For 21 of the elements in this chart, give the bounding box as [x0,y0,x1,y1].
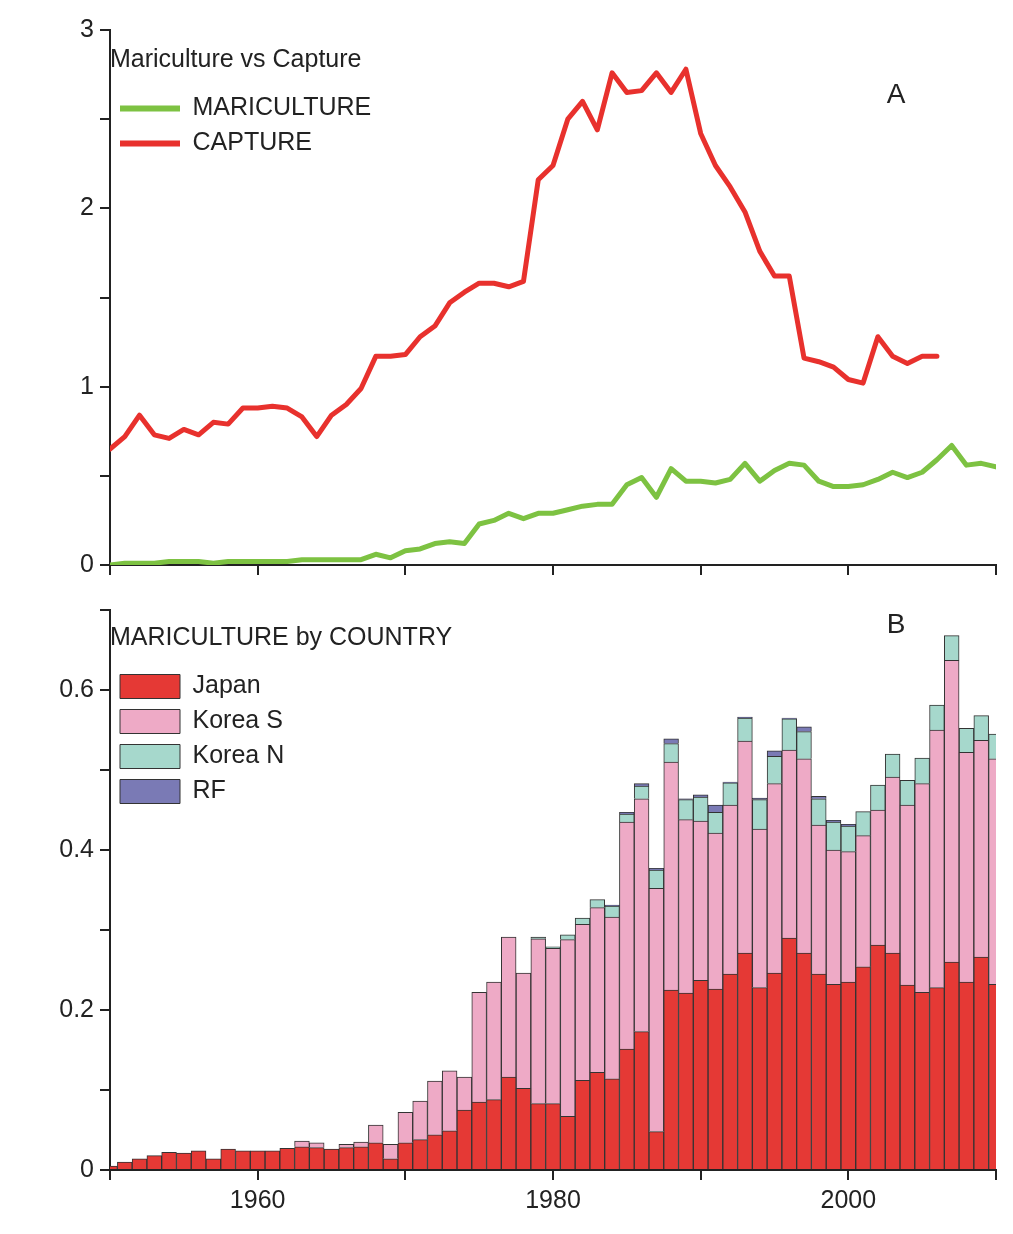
y-tick-label: 2 [80,192,94,221]
x-tick-label: 1960 [229,1184,286,1213]
y-tick-label: 0.2 [59,993,94,1022]
y-tick-label: 0.4 [59,833,95,862]
legend-label: Korea S [192,705,283,734]
legend-title: MARICULTURE by COUNTRY [110,622,453,651]
legend-label: CAPTURE [192,127,312,156]
x-tick-label: 2000 [820,1184,877,1213]
annotation: B [886,607,906,639]
y-tick-label: 0 [80,548,94,577]
x-tick-label: 1980 [525,1184,581,1213]
y-tick-label: 3 [80,13,94,42]
y-tick-label: 0.6 [59,673,94,702]
legend-label: MARICULTURE [192,92,372,121]
legend-title: Mariculture vs Capture [110,44,362,73]
legend-label: RF [192,775,226,804]
y-tick-label: 0 [80,1153,94,1182]
legend-label: Korea N [192,740,285,769]
annotation: A [886,77,906,109]
legend-label: Japan [192,670,261,699]
y-tick-label: 1 [80,370,94,399]
